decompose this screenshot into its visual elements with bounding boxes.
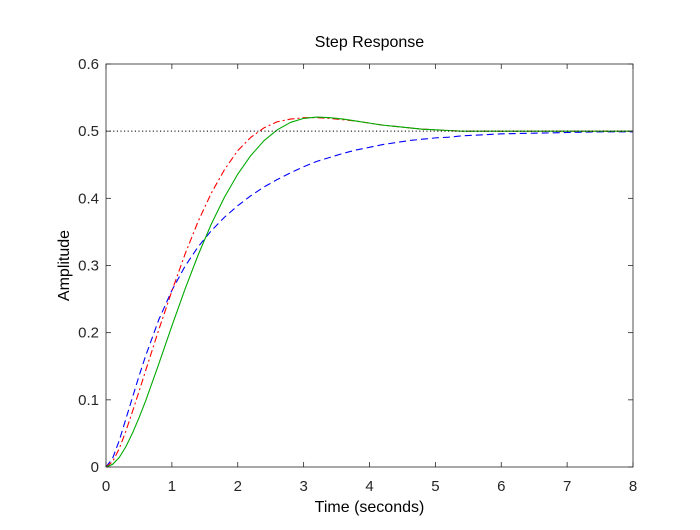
x-tick-label: 8	[629, 478, 637, 495]
y-tick-label: 0.4	[78, 190, 99, 207]
series-layer	[105, 116, 633, 468]
y-tick-label: 0.1	[78, 392, 99, 409]
x-tick-label: 4	[365, 478, 373, 495]
x-axis-label: Time (seconds)	[315, 499, 425, 516]
series-line-3	[105, 116, 633, 468]
x-tick-label: 7	[563, 478, 571, 495]
x-tick-label: 0	[102, 478, 110, 495]
y-tick-label: 0.6	[78, 56, 99, 73]
chart-title: Step Response	[315, 34, 425, 51]
y-axis-label: Amplitude	[56, 230, 73, 301]
plot-area	[106, 64, 633, 467]
x-tick-label: 6	[497, 478, 505, 495]
x-axis-ticks: 0 1 2 3 4 5 6 7 8	[102, 64, 637, 495]
y-tick-label: 0.2	[78, 325, 99, 342]
y-tick-label: 0	[91, 459, 99, 476]
x-tick-label: 1	[168, 478, 176, 495]
y-axis-ticks: 0 0.1 0.2 0.3 0.4 0.5 0.6	[78, 56, 633, 476]
x-tick-label: 5	[431, 478, 439, 495]
x-tick-label: 2	[234, 478, 242, 495]
x-tick-label: 3	[299, 478, 307, 495]
series-line-1	[105, 131, 633, 468]
y-tick-label: 0.5	[78, 123, 99, 140]
y-tick-label: 0.3	[78, 258, 99, 275]
